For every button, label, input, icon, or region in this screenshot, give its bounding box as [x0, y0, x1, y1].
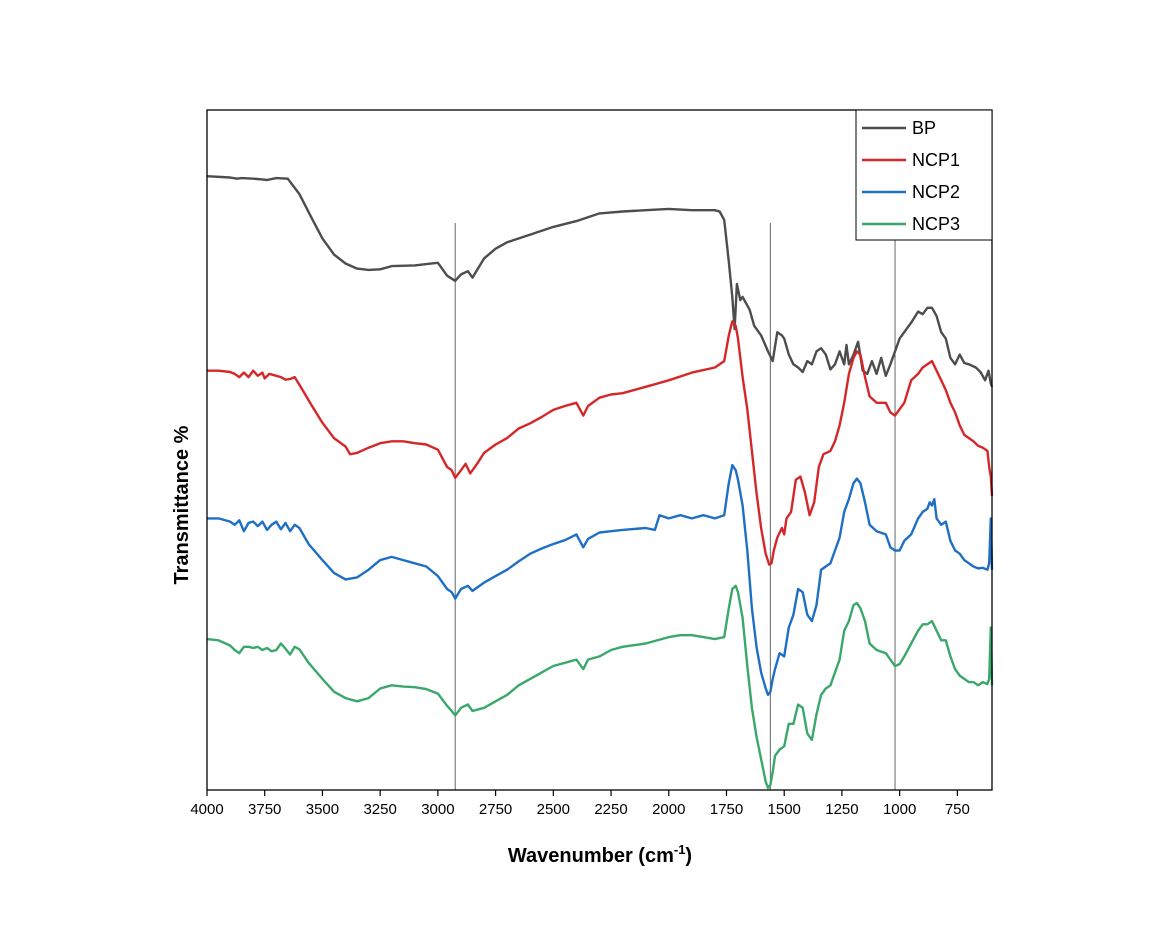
- x-axis-title: Wavenumber (cm-1): [508, 842, 692, 867]
- x-tick-label-1750: 1750: [710, 801, 743, 818]
- x-axis-ticks: 4000 3750 3500 3250 3000 2750 2500 2250 2000 1750…: [190, 790, 970, 818]
- legend-items: BP NCP1 NCP2 NCP3: [862, 118, 960, 234]
- series-line-ncp1: [207, 320, 994, 566]
- x-tick-label-3000: 3000: [421, 801, 454, 818]
- legend: BP NCP1 NCP2 NCP3: [855, 109, 993, 241]
- x-tick-label-3500: 3500: [306, 801, 339, 818]
- legend-label-ncp2: NCP2: [912, 182, 960, 202]
- x-tick-label-1500: 1500: [768, 801, 801, 818]
- series-line-bp: [206, 175, 994, 388]
- reference-lines: [454, 223, 896, 790]
- legend-box: [855, 109, 993, 241]
- x-tick-label-3750: 3750: [248, 801, 281, 818]
- x-tick-label-750: 750: [945, 801, 970, 818]
- x-tick-label-1000: 1000: [883, 801, 916, 818]
- legend-label-ncp1: NCP1: [912, 150, 960, 170]
- x-tick-label-2500: 2500: [537, 801, 570, 818]
- series-line-ncp3: [206, 584, 994, 790]
- x-tick-label-2000: 2000: [652, 801, 685, 818]
- legend-label-bp: BP: [912, 118, 936, 138]
- series-line-ncp2: [207, 463, 994, 697]
- x-tick-label-2750: 2750: [479, 801, 512, 818]
- x-tick-label-1250: 1250: [825, 801, 858, 818]
- x-tick-label-4000: 4000: [190, 801, 223, 818]
- x-tick-label-3250: 3250: [363, 801, 396, 818]
- plot-frame: [206, 109, 993, 791]
- series-group: [206, 175, 994, 790]
- y-axis-title: Transmittance %: [171, 425, 193, 584]
- legend-label-ncp3: NCP3: [912, 214, 960, 234]
- x-tick-label-2250: 2250: [594, 801, 627, 818]
